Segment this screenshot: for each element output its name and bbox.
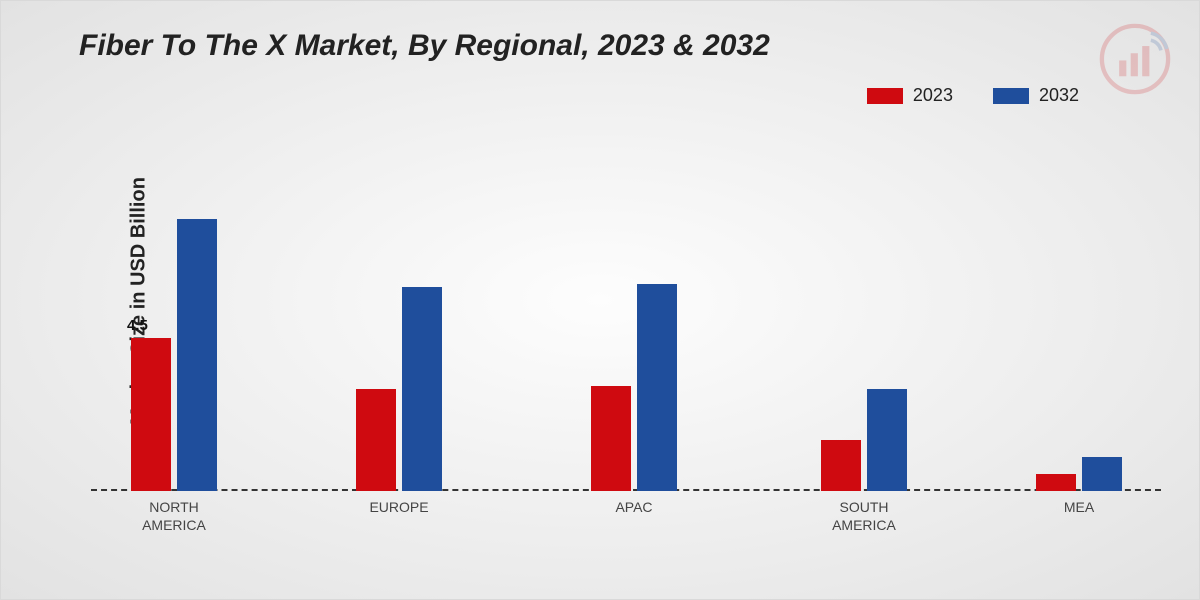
bar-apac-2032 xyxy=(637,284,677,491)
legend-item-2032: 2032 xyxy=(993,85,1079,106)
bar-mea-2032 xyxy=(1082,457,1122,491)
category-label-mea: MEA xyxy=(1006,491,1152,517)
bar-group-apac: APAC xyxy=(561,151,707,491)
legend-label-2032: 2032 xyxy=(1039,85,1079,106)
bar-group-na: 4.5 NORTH AMERICA xyxy=(101,151,247,491)
legend-label-2023: 2023 xyxy=(913,85,953,106)
bar-na-2032 xyxy=(177,219,217,491)
bar-group-mea: MEA xyxy=(1006,151,1152,491)
bar-value-label-na-2023: 4.5 xyxy=(127,317,148,334)
bar-group-sa: SOUTH AMERICA xyxy=(791,151,937,491)
chart-title: Fiber To The X Market, By Regional, 2023… xyxy=(79,29,770,63)
plot-area: 4.5 NORTH AMERICA EUROPE APAC SOUTH AMER… xyxy=(91,151,1161,491)
bar-na-2023 xyxy=(131,338,171,491)
legend-swatch-2023 xyxy=(867,88,903,104)
category-label-sa: SOUTH AMERICA xyxy=(791,491,937,534)
brand-logo-icon xyxy=(1099,23,1171,95)
bar-sa-2023 xyxy=(821,440,861,491)
bar-eu-2023 xyxy=(356,389,396,491)
legend: 2023 2032 xyxy=(867,85,1079,106)
bar-mea-2023 xyxy=(1036,474,1076,491)
bar-eu-2032 xyxy=(402,287,442,491)
category-label-apac: APAC xyxy=(561,491,707,517)
category-label-eu: EUROPE xyxy=(326,491,472,517)
legend-item-2023: 2023 xyxy=(867,85,953,106)
category-label-na: NORTH AMERICA xyxy=(101,491,247,534)
bar-apac-2023 xyxy=(591,386,631,491)
chart-canvas: Fiber To The X Market, By Regional, 2023… xyxy=(0,0,1200,600)
bar-group-eu: EUROPE xyxy=(326,151,472,491)
legend-swatch-2032 xyxy=(993,88,1029,104)
bar-sa-2032 xyxy=(867,389,907,491)
